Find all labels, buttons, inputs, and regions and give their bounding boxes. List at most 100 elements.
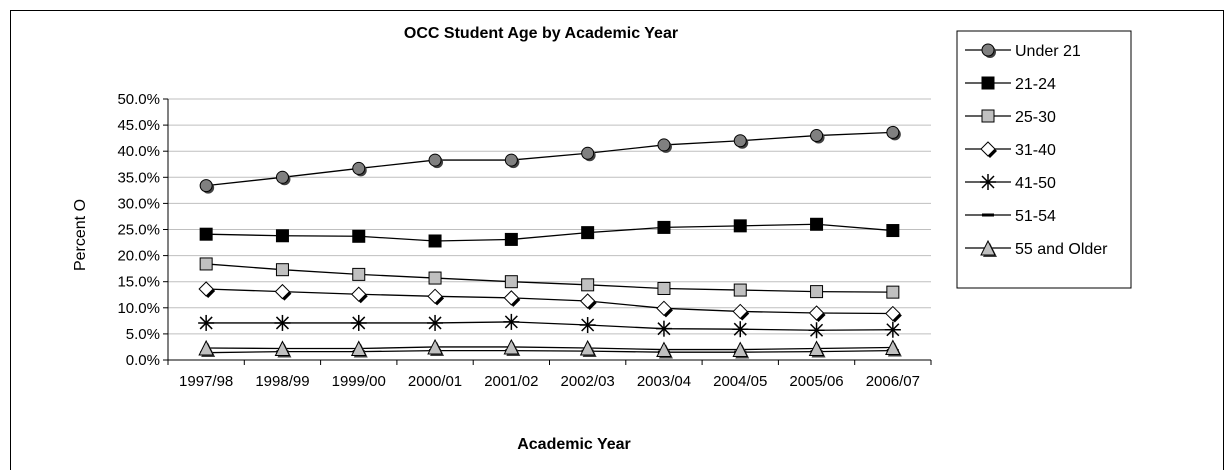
series-7: [198, 338, 902, 359]
series-group: [198, 125, 902, 359]
data-point: [428, 271, 442, 285]
legend-marker: [981, 76, 995, 90]
legend-label: 55 and Older: [1015, 241, 1108, 258]
legend-marker: [981, 109, 995, 123]
x-tick-label: 2000/01: [408, 373, 462, 390]
data-point-stroke: [733, 322, 747, 336]
data-point: [657, 138, 671, 152]
data-point: [352, 267, 366, 281]
x-axis-title: Academic Year: [517, 436, 631, 453]
chart-area: OCC Student Age by Academic Year 0.0% 5.0…: [10, 10, 1224, 470]
data-point: [581, 146, 595, 160]
data-point-stroke: [581, 318, 595, 332]
y-tick-label: 15.0%: [117, 274, 160, 291]
data-point-stroke: [275, 316, 289, 330]
gridlines: [168, 98, 931, 335]
data-point-stroke: [199, 316, 213, 330]
data-point: [428, 153, 442, 167]
data-point: [579, 293, 596, 309]
y-tick-label: 5.0%: [126, 326, 160, 343]
data-point: [733, 219, 747, 233]
legend-label: 41-50: [1015, 175, 1056, 192]
series-2: [199, 217, 900, 248]
x-tick-label: 1998/99: [255, 373, 309, 390]
data-point: [199, 227, 213, 241]
data-point: [504, 153, 518, 167]
x-tick-label: 2005/06: [789, 373, 843, 390]
y-axis-title: Percent O: [72, 199, 89, 271]
data-point: [428, 234, 442, 248]
data-point: [733, 283, 747, 297]
legend-marker: [980, 141, 996, 157]
y-tick-label: 35.0%: [117, 169, 160, 186]
series-line: [206, 321, 893, 331]
legend-item: 51-54: [965, 208, 1056, 225]
data-point: [732, 341, 749, 358]
data-point: [656, 341, 672, 358]
data-point: [503, 313, 520, 330]
data-point: [274, 340, 291, 357]
data-point: [427, 338, 443, 355]
data-point: [732, 303, 748, 320]
axes: 0.0% 5.0% 10.0% 15.0% 20.0% 25.0% 30.0% 35.0% 40…: [117, 91, 932, 390]
x-tick-label: 2004/05: [713, 373, 767, 390]
series-line: [206, 223, 893, 242]
data-point: [275, 170, 289, 184]
data-point: [810, 129, 824, 143]
data-point: [886, 224, 900, 238]
data-point: [732, 321, 749, 338]
data-point: [198, 314, 215, 331]
y-tick-label: 50.0%: [117, 91, 160, 108]
legend-item: Under 21: [965, 43, 1081, 60]
series-5: [198, 313, 901, 339]
x-tick-label: 2003/04: [637, 373, 691, 390]
y-tick-label: 10.0%: [117, 300, 160, 317]
line-chart: OCC Student Age by Academic Year 0.0% 5.0…: [72, 25, 1132, 453]
data-point: [657, 220, 671, 234]
data-point-stroke: [810, 323, 824, 337]
data-point: [503, 338, 520, 355]
legend-item: 41-50: [965, 174, 1056, 192]
data-point: [504, 275, 518, 289]
data-point: [808, 305, 825, 321]
data-point: [886, 125, 900, 139]
series-4: [198, 281, 902, 323]
y-tick-label: 20.0%: [117, 248, 160, 265]
data-point: [581, 278, 595, 292]
x-tick-label: 2002/03: [561, 373, 615, 390]
data-point: [503, 290, 520, 306]
data-point: [350, 314, 367, 331]
y-tick-label: 0.0%: [126, 352, 160, 369]
data-point: [581, 226, 595, 240]
data-point: [885, 305, 901, 322]
data-point: [352, 161, 366, 175]
data-point: [808, 340, 825, 357]
data-point: [656, 300, 672, 317]
chart-title: OCC Student Age by Academic Year: [404, 25, 678, 42]
y-tick-label: 40.0%: [117, 143, 160, 160]
series-line: [206, 349, 893, 354]
data-point-stroke: [504, 315, 518, 329]
legend-marker: [980, 239, 996, 256]
data-point-stroke: [428, 316, 442, 330]
legend-item: 21-24: [965, 76, 1056, 93]
data-point: [198, 281, 214, 297]
data-point: [504, 232, 518, 246]
legend-item: 55 and Older: [965, 239, 1108, 258]
data-point: [885, 339, 901, 355]
data-point: [275, 229, 289, 243]
legend-item: 31-40: [965, 141, 1056, 159]
data-point: [351, 286, 367, 302]
x-tick-label: 1997/98: [179, 373, 233, 390]
data-point: [655, 320, 672, 337]
legend-marker: [980, 174, 996, 190]
data-point: [350, 340, 367, 357]
data-point: [352, 229, 366, 243]
x-tick-label: 2006/07: [866, 373, 920, 390]
data-point: [810, 285, 824, 299]
data-point: [886, 285, 900, 299]
data-point-stroke: [886, 323, 900, 337]
series-6: [200, 349, 899, 355]
legend-label: 31-40: [1015, 142, 1056, 159]
y-tick-label: 25.0%: [117, 222, 160, 239]
